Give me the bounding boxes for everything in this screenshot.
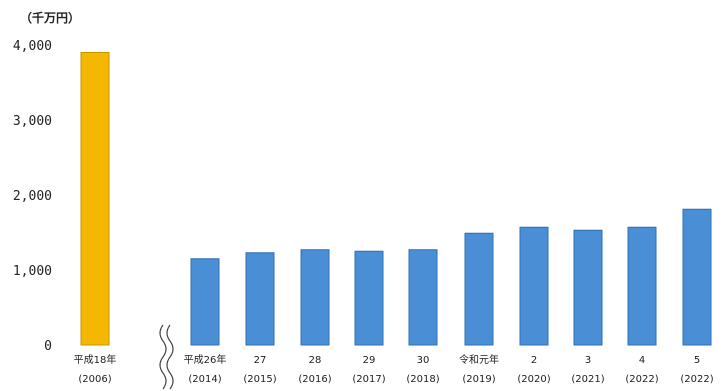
- x-label-line2: (2017): [352, 374, 385, 385]
- x-label-line2: (2022): [680, 374, 713, 385]
- bar-9: [627, 226, 657, 346]
- bar-1: [190, 258, 220, 346]
- bar-2: [245, 252, 275, 346]
- y-tick-label: 2,000: [13, 189, 52, 204]
- x-label-line2: (2016): [298, 374, 331, 385]
- x-label-line1: 5: [694, 355, 700, 366]
- x-label-line2: (2015): [243, 374, 276, 385]
- x-label-line2: (2006): [78, 374, 111, 385]
- x-label-line1: 令和元年: [459, 353, 499, 366]
- y-tick-label: 1,000: [13, 264, 52, 279]
- x-label-line1: 28: [309, 355, 322, 366]
- x-label-line1: 30: [417, 355, 430, 366]
- x-label-line1: 平成18年: [74, 353, 117, 366]
- y-axis-unit-label: （千万円）: [20, 10, 80, 25]
- bar-6: [464, 232, 494, 346]
- bars: [80, 52, 712, 346]
- y-tick-label: 0: [44, 339, 52, 354]
- x-label-line2: (2014): [188, 374, 221, 385]
- bar-5: [408, 249, 438, 346]
- x-axis-labels: 平成18年 (2006) 平成26年 (2014) 27 (2015) 28 (2016) 29…: [74, 353, 714, 385]
- bar-3: [300, 249, 330, 346]
- x-label-line2: (2020): [517, 374, 550, 385]
- x-label-line2: (2022): [625, 374, 658, 385]
- bar-10: [682, 208, 712, 346]
- bar-7: [519, 226, 549, 346]
- x-label-line1: 27: [254, 355, 267, 366]
- bar-4: [354, 250, 384, 346]
- y-axis-ticks: 0 1,000 2,000 3,000 4,000: [13, 39, 52, 354]
- x-label-line1: 平成26年: [184, 353, 227, 366]
- bar-8: [573, 229, 603, 346]
- x-label-line1: 2: [531, 355, 537, 366]
- y-tick-label: 4,000: [13, 39, 52, 54]
- y-tick-label: 3,000: [13, 114, 52, 129]
- axis-break-mark: [159, 324, 174, 390]
- x-label-line2: (2019): [462, 374, 495, 385]
- x-label-line2: (2021): [571, 374, 604, 385]
- x-label-line1: 3: [585, 355, 591, 366]
- x-label-line1: 4: [639, 355, 645, 366]
- x-label-line2: (2018): [406, 374, 439, 385]
- x-label-line1: 29: [363, 355, 376, 366]
- bar-0: [80, 52, 110, 346]
